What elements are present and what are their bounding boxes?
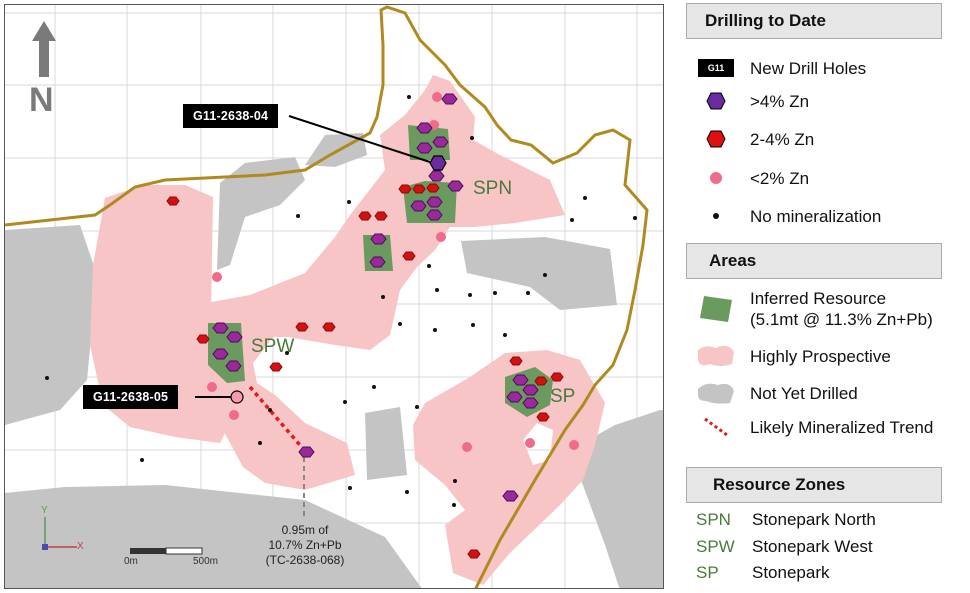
map-canvas	[5, 5, 663, 588]
green-patch-icon	[700, 296, 732, 322]
legend-label: Likely Mineralized Trend	[750, 417, 934, 437]
axis-label-x: X	[77, 541, 84, 552]
mid-zn-holes	[166, 183, 564, 559]
legend-label-sub: (5.1mt @ 11.3% Zn+Pb)	[750, 310, 933, 329]
legend-item-no-mineralization: No mineralization	[690, 204, 881, 228]
zone-label-sp: SP	[550, 386, 576, 407]
legend-item-new-drill-holes: G11 New Drill Holes	[690, 56, 866, 80]
zone-label-spn: SPN	[473, 178, 513, 199]
north-label: N	[29, 81, 54, 119]
no-mineralization-holes	[45, 95, 637, 507]
zone-label-spw: SPW	[251, 336, 295, 357]
legend-item-high-zn: >4% Zn	[690, 89, 809, 113]
black-dot-icon	[713, 213, 719, 219]
callout-g11-2638-05: G11-2638-05	[83, 385, 179, 409]
legend-item-not-yet-drilled: Not Yet Drilled	[690, 381, 858, 405]
zone-code: SPN	[696, 510, 731, 529]
legend-zone-sp: SP Stonepark	[696, 563, 830, 583]
zone-code: SP	[696, 563, 719, 582]
legend-zone-spn: SPN Stonepark North	[696, 510, 876, 530]
not-yet-drilled-areas	[5, 133, 663, 588]
high-zn-holes	[212, 93, 539, 502]
legend-label: 2-4% Zn	[750, 129, 815, 149]
scale-label-end: 500m	[193, 556, 219, 567]
new-drill-hole-g11-2638-05[interactable]	[230, 390, 244, 404]
scale-label-start: 0m	[124, 556, 138, 567]
legend-item-highly-prospective: Highly Prospective	[690, 344, 891, 368]
scale-bar	[130, 547, 203, 555]
intercept-note-line1: 0.95m of	[281, 523, 329, 537]
map-panel[interactable]: G11-2638-04 G11-2638-05 N SPN SPW SP 0.9…	[4, 4, 664, 589]
property-boundary	[5, 5, 649, 588]
pink-patch-icon	[698, 345, 734, 366]
legend-label: Not Yet Drilled	[750, 383, 858, 403]
axis-gizmo-icon	[42, 517, 77, 550]
legend-label: >4% Zn	[750, 91, 810, 111]
zone-name: Stonepark West	[752, 537, 873, 556]
intercept-note-line2: 10.7% Zn+Pb	[268, 538, 342, 552]
legend-section-drilling: Drilling to Date	[686, 3, 942, 39]
low-zn-holes	[207, 92, 579, 452]
red-dotted-line-icon	[704, 417, 728, 437]
legend-item-low-zn: <2% Zn	[690, 166, 809, 190]
legend-label: New Drill Holes	[750, 58, 867, 78]
legend-item-mineralized-trend: Likely Mineralized Trend	[690, 415, 933, 439]
red-hexagon-icon	[706, 130, 726, 148]
highly-prospective-areas	[90, 75, 605, 585]
legend-section-areas: Areas	[686, 243, 942, 279]
legend-zone-spw: SPW Stonepark West	[696, 537, 873, 557]
north-arrow-icon	[32, 21, 56, 77]
legend-item-mid-zn: 2-4% Zn	[690, 127, 814, 151]
callout-leader-04	[288, 115, 434, 164]
legend-label: No mineralization	[750, 206, 882, 226]
likely-mineralized-trend	[248, 385, 307, 453]
legend-item-inferred-resource: Inferred Resource (5.1mt @ 11.3% Zn+Pb)	[690, 287, 933, 331]
zone-code: SPW	[696, 537, 735, 556]
purple-hexagon-icon	[706, 92, 726, 110]
grey-patch-icon	[698, 383, 734, 404]
axis-label-y: Y	[41, 505, 48, 516]
zone-name: Stonepark North	[752, 510, 876, 529]
legend-label: <2% Zn	[750, 168, 810, 188]
intercept-note: 0.95m of 10.7% Zn+Pb (TC-2638-068)	[255, 523, 355, 568]
legend-label: Inferred Resource	[750, 289, 887, 308]
callout-g11-2638-04: G11-2638-04	[183, 104, 279, 128]
pink-dot-icon	[710, 172, 722, 184]
new-drill-hole-badge: G11	[697, 59, 735, 77]
legend-label: Highly Prospective	[750, 346, 891, 366]
new-drill-hole-g11-2638-04[interactable]	[429, 155, 447, 171]
zone-name: Stonepark	[752, 563, 830, 582]
intercept-note-line3: (TC-2638-068)	[265, 553, 345, 567]
legend-section-zones: Resource Zones	[686, 467, 942, 503]
